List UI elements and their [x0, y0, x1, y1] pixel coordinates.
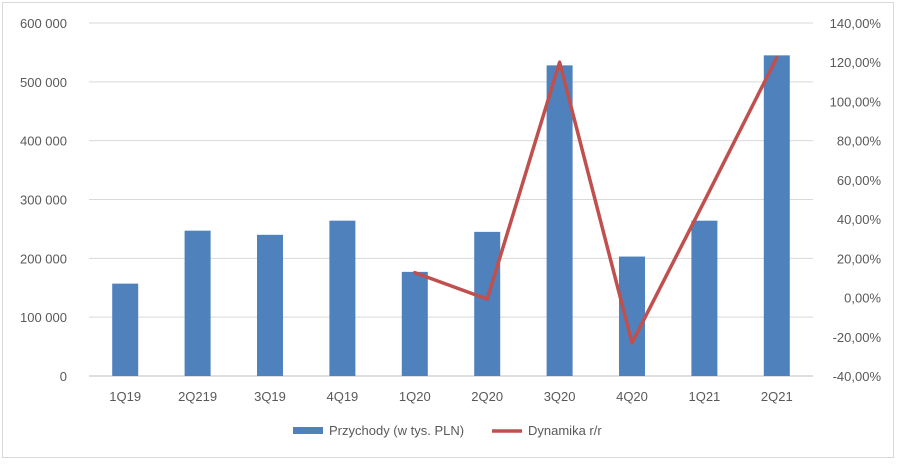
y-left-tick-label: 300 000	[20, 193, 67, 208]
growth-line	[413, 55, 779, 345]
y-axis-right-labels: -40,00% -20,00% 0,00% 20,00% 40,00% 60,00% 80,…	[830, 16, 882, 384]
legend: Przychody (w tys. PLN) Dynamika r/r	[293, 423, 602, 438]
bar	[257, 234, 283, 376]
x-tick-label: 1Q19	[109, 389, 141, 404]
growth-point	[486, 298, 488, 300]
y-right-tick-label: 120,00%	[830, 55, 882, 70]
line-series	[413, 55, 779, 345]
y-right-tick-label: 0,00%	[844, 291, 881, 306]
y-right-tick-label: 40,00%	[837, 212, 882, 227]
x-tick-label: 2Q21	[761, 389, 793, 404]
x-tick-label: 4Q20	[616, 389, 648, 404]
bar	[329, 220, 356, 376]
growth-point	[776, 57, 778, 59]
chart-frame: 0 100 000 200 000 300 000 400 000 500 000 600 …	[2, 2, 894, 458]
x-tick-label: 2Q219	[178, 389, 217, 404]
y-right-tick-label: 60,00%	[837, 173, 882, 188]
combo-chart: 0 100 000 200 000 300 000 400 000 500 000 600 …	[20, 16, 882, 438]
y-left-tick-label: 600 000	[20, 16, 67, 31]
y-right-tick-label: 140,00%	[830, 16, 882, 31]
bar	[763, 55, 790, 376]
x-axis-labels: 1Q19 2Q219 3Q19 4Q19 1Q20 2Q20 3Q20 4Q20 1Q21 2Q2…	[109, 389, 792, 404]
y-left-tick-label: 500 000	[20, 75, 67, 90]
y-right-tick-label: 20,00%	[837, 251, 882, 266]
bar	[184, 230, 211, 376]
growth-point	[414, 272, 416, 274]
y-right-tick-label: -40,00%	[833, 369, 882, 384]
legend-label-revenue: Przychody (w tys. PLN)	[329, 423, 464, 438]
y-left-tick-label: 400 000	[20, 134, 67, 149]
y-left-tick-label: 200 000	[20, 251, 67, 266]
bar	[474, 231, 501, 376]
x-tick-label: 4Q19	[326, 389, 358, 404]
legend-swatch-revenue	[293, 427, 323, 434]
legend-label-growth: Dynamika r/r	[528, 423, 602, 438]
x-tick-label: 1Q21	[688, 389, 720, 404]
y-right-tick-label: 100,00%	[830, 94, 882, 109]
y-left-tick-label: 100 000	[20, 310, 67, 325]
bar	[619, 256, 645, 376]
x-tick-label: 1Q20	[399, 389, 431, 404]
bar	[546, 65, 573, 377]
growth-point	[703, 200, 705, 202]
x-tick-label: 3Q19	[254, 389, 286, 404]
bar	[112, 283, 139, 376]
growth-point	[631, 342, 633, 344]
bar	[691, 220, 718, 376]
bar-series	[112, 55, 790, 377]
y-right-tick-label: 80,00%	[837, 134, 882, 149]
x-tick-label: 3Q20	[544, 389, 576, 404]
y-right-tick-label: -20,00%	[833, 330, 882, 345]
bar	[401, 271, 428, 376]
growth-point	[559, 61, 561, 63]
x-tick-label: 2Q20	[471, 389, 503, 404]
y-axis-left-labels: 0 100 000 200 000 300 000 400 000 500 000 600 …	[20, 16, 67, 384]
y-left-tick-label: 0	[60, 369, 67, 384]
